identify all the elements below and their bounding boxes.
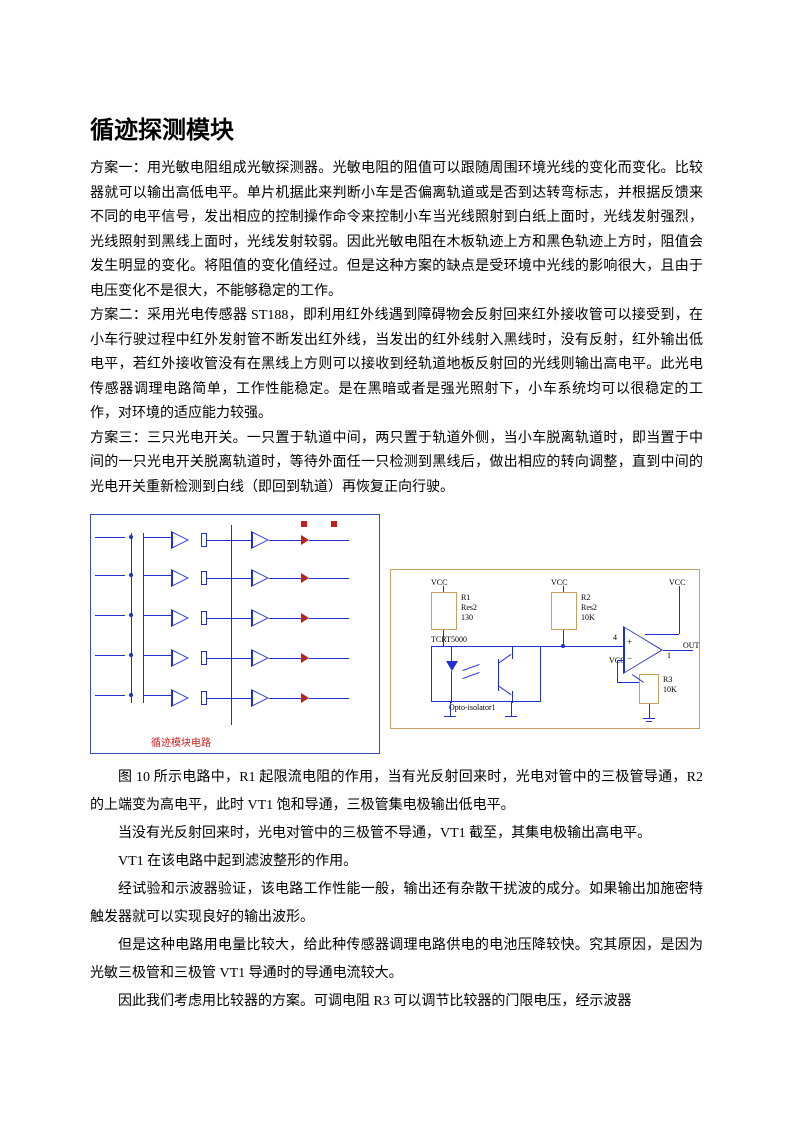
r3-label: R3 <box>663 676 672 685</box>
desc-2: 当没有光反射回来时，光电对管中的三极管不导通，VT1 截至，其集电极输出高电平。 <box>90 820 703 848</box>
r3-resistor <box>639 674 659 704</box>
vcc-label-1: VCC <box>431 578 447 587</box>
schematic-left: 循迹模块电路 <box>90 514 380 754</box>
desc-3: VT1 在该电路中起到滤波整形的作用。 <box>90 848 703 876</box>
desc-1: 图 10 所示电路中，R1 起限流电阻的作用，当有光反射回来时，光电对管中的三极… <box>90 764 703 820</box>
r1-label: R1 <box>461 594 470 603</box>
paragraph-2: 方案二：采用光电传感器 ST188，即利用红外线遇到障碍物会反射回来红外接收管可… <box>90 304 703 427</box>
pin1: 1 <box>667 652 671 661</box>
r2-val: 10K <box>581 614 595 623</box>
r2-label: R2 <box>581 594 590 603</box>
r1-sub: Res2 <box>461 604 477 613</box>
schematic-right: VCC VCC VCC VCC R1 Res2 130 R2 Res2 10K … <box>390 569 700 729</box>
schematic-left-caption: 循迹模块电路 <box>151 734 211 749</box>
pin4: 4 <box>613 634 617 643</box>
r2-sub: Res2 <box>581 604 597 613</box>
diagram-row: 循迹模块电路 VCC VCC VCC VCC R1 Res2 130 R2 Re… <box>90 514 703 754</box>
r3-val: 10K <box>663 686 677 695</box>
vcc-label-3: VCC <box>669 578 685 587</box>
opto-isolator <box>431 646 541 702</box>
page-title: 循迹探测模块 <box>90 110 703 145</box>
desc-5: 但是这种电路用电量比较大，给此种传感器调理电路供电的电池压降较快。究其原因，是因… <box>90 932 703 988</box>
r1-resistor <box>431 592 457 630</box>
desc-6: 因此我们考虑用比较器的方案。可调电阻 R3 可以调节比较器的门限电压，经示波器 <box>90 988 703 1016</box>
r1-val: 130 <box>461 614 473 623</box>
paragraph-3: 方案三：三只光电开关。一只置于轨道中间，两只置于轨道外侧，当小车脱离轨道时，即当… <box>90 427 703 501</box>
desc-4: 经试验和示波器验证，该电路工作性能一般，输出还有杂散干扰波的成分。如果输出加施密… <box>90 876 703 932</box>
paragraph-1: 方案一：用光敏电阻组成光敏探测器。光敏电阻的阻值可以跟随周围环境光线的变化而变化… <box>90 157 703 304</box>
tcrt-label: TCRT5000 <box>431 636 467 645</box>
vcc-label-2: VCC <box>551 578 567 587</box>
opto-label: Opto-isolator1 <box>449 704 496 713</box>
r2-resistor <box>551 592 577 630</box>
out-label: OUT <box>683 642 699 651</box>
